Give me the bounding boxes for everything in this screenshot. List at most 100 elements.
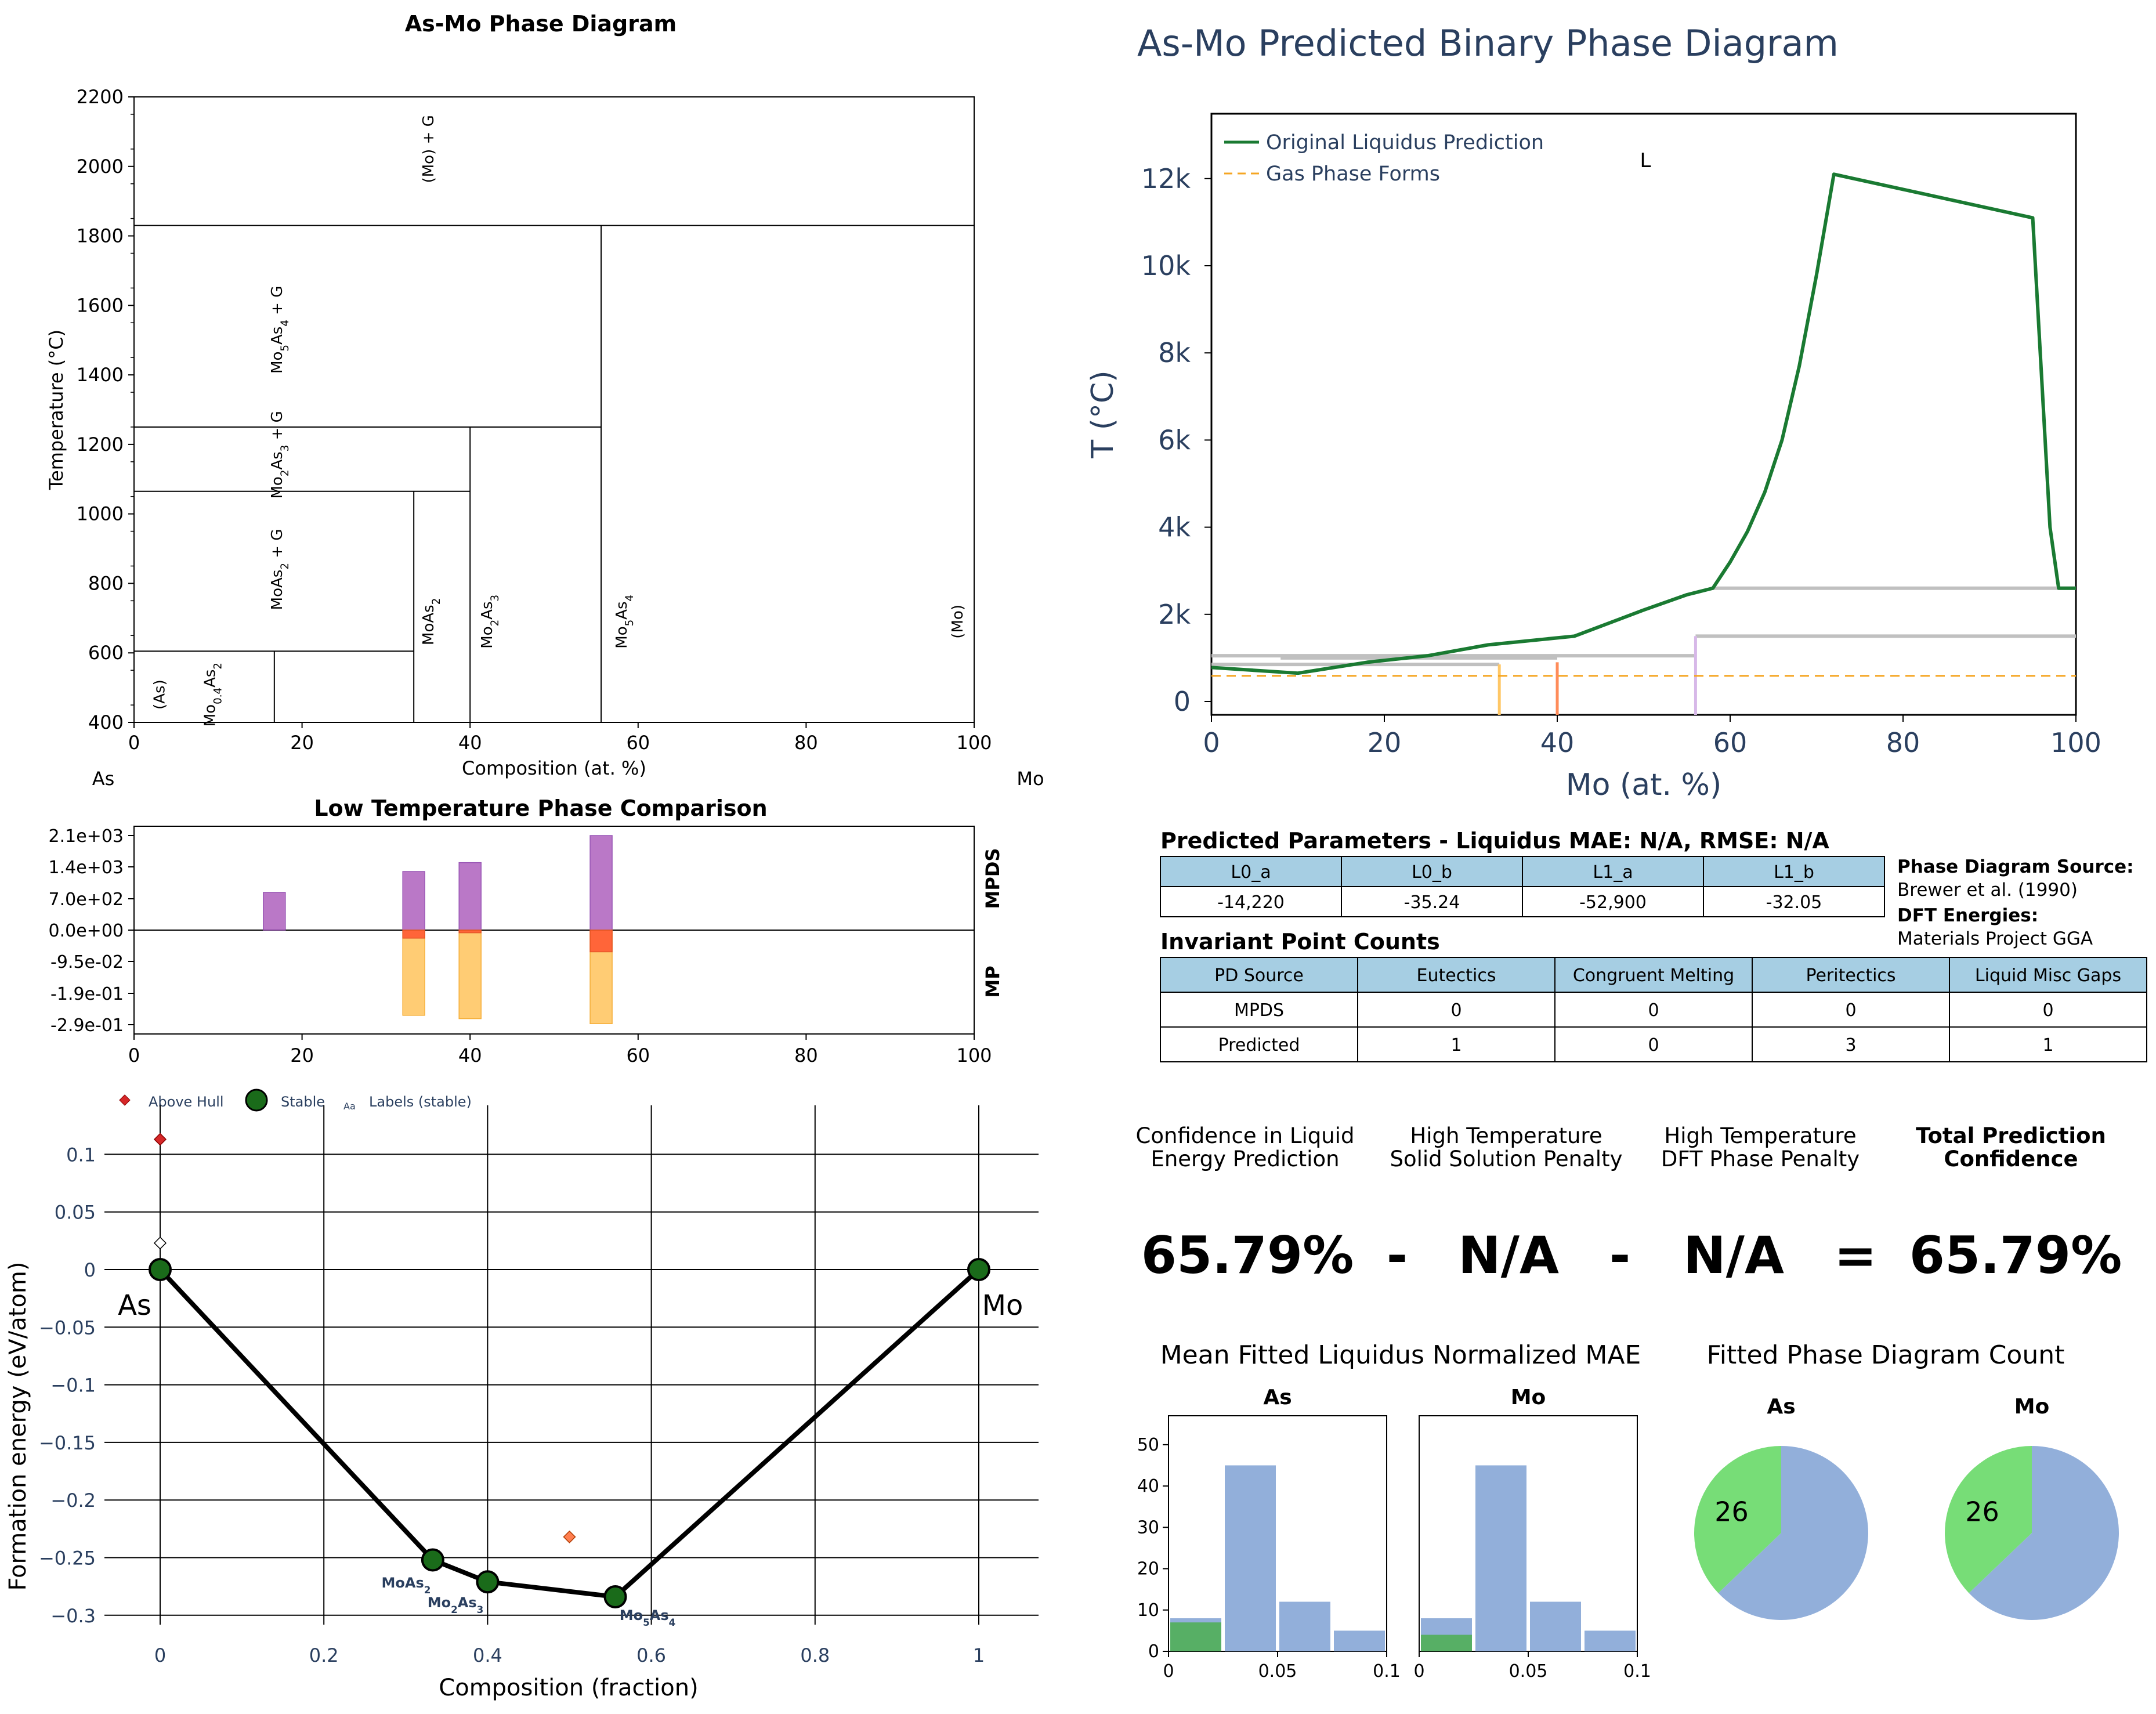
invariant-header-cell xyxy=(1160,957,1358,993)
y-tick-label: −0.25 xyxy=(39,1547,96,1570)
invariant-cell xyxy=(1160,992,1358,1028)
phase-region-label: MoAs2 xyxy=(420,598,443,645)
x-tick-label: 0.1 xyxy=(1623,1661,1651,1682)
invariant-header-cell xyxy=(1357,957,1555,993)
phase-region-label: Mo5As4 + G xyxy=(269,286,291,374)
liquidus-panel: As-Mo Predicted Binary Phase Diagram 0 2k… xyxy=(1086,22,2101,802)
comparison-x-axis: 0 20 40 60 80 100 xyxy=(128,1034,992,1066)
liquid-region-label: L xyxy=(1640,149,1651,172)
x-tick-label: 60 xyxy=(626,732,650,754)
phase-region-label: Mo2As3 xyxy=(479,595,501,649)
y-tick-label: 2.1e+03 xyxy=(49,826,124,847)
param-header: L0_a xyxy=(1231,862,1271,883)
x-tick-label: 80 xyxy=(794,732,818,754)
pd-source-value: Brewer et al. (1990) xyxy=(1897,880,2078,901)
y-tick-label: 30 xyxy=(1137,1517,1159,1538)
x-tick-label: 40 xyxy=(458,1044,482,1066)
invariant-cell xyxy=(1357,1026,1555,1062)
convex-hull-line xyxy=(158,1268,981,1600)
mae-section: Mean Fitted Liquidus Normalized MAE As 0 1… xyxy=(1137,1340,1651,1682)
x-tick-label: 20 xyxy=(1368,727,1402,758)
operator-minus-1: - xyxy=(1387,1225,1408,1285)
mae-highlight-bar xyxy=(1421,1635,1472,1651)
x-tick-label: 0.8 xyxy=(800,1644,830,1666)
x-tick-label: 1 xyxy=(973,1644,985,1666)
confidence-label-3b: DFT Phase Penalty xyxy=(1661,1147,1860,1171)
y-tick-label: 7.0e+02 xyxy=(49,889,124,910)
y-tick-label: 0.0e+00 xyxy=(49,921,124,941)
invariant-value: 1 xyxy=(2042,1035,2053,1055)
pie-slice xyxy=(1969,1446,2119,1621)
confidence-label-2b: Solid Solution Penalty xyxy=(1390,1147,1623,1171)
phase-region-label: MoAs2 + G xyxy=(269,529,291,610)
liquidus-x-label: Mo (at. %) xyxy=(1566,768,1722,802)
pie-section: Fitted Phase Diagram Count As 26 Mo 26 xyxy=(1694,1340,2119,1621)
confidence-label-1b: Energy Prediction xyxy=(1151,1147,1339,1171)
x-tick-label: 20 xyxy=(290,732,314,754)
confidence-value-dft: N/A xyxy=(1683,1225,1784,1285)
invariant-value: 0 xyxy=(1450,1000,1462,1021)
invariant-value: 0 xyxy=(1648,1035,1659,1055)
y-tick-label: 10 xyxy=(1137,1600,1159,1621)
mpds-bar xyxy=(589,835,613,931)
phase-diagram-panel: As-Mo Phase Diagram 0 20 40 60 80 100 400 600 8… xyxy=(45,11,1044,790)
param-value: -32.05 xyxy=(1766,892,1822,913)
comparison-title: Low Temperature Phase Comparison xyxy=(314,795,767,821)
above-hull-legend-marker xyxy=(119,1094,131,1106)
phase-boundaries xyxy=(134,225,974,722)
param-value-cell xyxy=(1341,886,1523,917)
y-tick-label: 12k xyxy=(1141,163,1191,194)
mpds-bar xyxy=(458,862,482,931)
invariant-cell xyxy=(1752,992,1950,1028)
pie-slice xyxy=(1945,1446,2032,1593)
legend-liquidus: Original Liquidus Prediction xyxy=(1266,131,1544,154)
stable-point xyxy=(421,1548,444,1572)
x-tick-label: 80 xyxy=(794,1044,818,1066)
y-tick-label: 2200 xyxy=(77,86,124,108)
y-tick-label: 50 xyxy=(1137,1435,1159,1455)
y-tick-label: 1000 xyxy=(77,503,124,525)
mp-overlap-bar xyxy=(458,930,482,934)
param-value: -52,900 xyxy=(1579,892,1647,913)
mae-title: Mean Fitted Liquidus Normalized MAE xyxy=(1160,1340,1641,1370)
pie-slice xyxy=(1718,1446,1869,1621)
invariant-header: Eutectics xyxy=(1417,966,1496,986)
y-tick-label: 1800 xyxy=(77,225,124,247)
confidence-value-liquid: 65.79% xyxy=(1141,1225,1354,1285)
invariant-cell xyxy=(1554,992,1753,1028)
y-tick-label: 6k xyxy=(1158,424,1191,455)
mae-panel-title: As xyxy=(1263,1386,1292,1409)
x-tick-label: 100 xyxy=(956,732,992,754)
hull-grid xyxy=(104,1105,1039,1625)
endpoint-label-as: As xyxy=(118,1289,151,1322)
invariant-header: Congruent Melting xyxy=(1573,966,1734,986)
mae-bar xyxy=(1225,1465,1276,1651)
hull-legend: Above Hull Stable Aa Labels (stable) xyxy=(119,1089,472,1112)
y-tick-label: 0.05 xyxy=(55,1202,96,1224)
invariant-value: 1 xyxy=(1450,1035,1462,1055)
invariant-lines xyxy=(1211,586,2076,715)
liquidus-plot-area xyxy=(1210,113,2077,716)
y-tick-label: 1600 xyxy=(77,294,124,316)
invariant-header: Liquid Misc Gaps xyxy=(1975,966,2121,986)
comparison-y-axis: 2.1e+03 1.4e+03 7.0e+02 0.0e+00 -9.5e-02 -1.9… xyxy=(49,826,134,1036)
x-tick-label: 0 xyxy=(1203,727,1220,758)
x-tick-label: 100 xyxy=(2050,727,2101,758)
above-hull-point xyxy=(153,1133,167,1146)
phase-diagram-x-axis: 0 20 40 60 80 100 xyxy=(128,722,992,754)
stable-point xyxy=(967,1258,990,1281)
mpds-bar xyxy=(263,892,286,931)
pie-panel-title: Mo xyxy=(2014,1395,2050,1419)
legend-labels-stable: Labels (stable) xyxy=(369,1094,472,1110)
pie-panel-title: As xyxy=(1767,1395,1795,1419)
x-tick-label: 0 xyxy=(154,1644,166,1666)
mae-highlight-bar xyxy=(1170,1622,1221,1651)
y-tick-label: 1400 xyxy=(77,364,124,386)
phase-diagram-plot-area xyxy=(133,96,975,723)
y-tick-label: -1.9e-01 xyxy=(50,984,124,1004)
x-tick-label: 0.6 xyxy=(636,1644,666,1666)
phase-region-labels: (Mo) + G Mo5As4 + G Mo2As3 + G MoAs2 + G (As… xyxy=(151,115,967,726)
invariant-cell xyxy=(1160,1026,1358,1062)
y-tick-label: −0.05 xyxy=(39,1317,96,1339)
